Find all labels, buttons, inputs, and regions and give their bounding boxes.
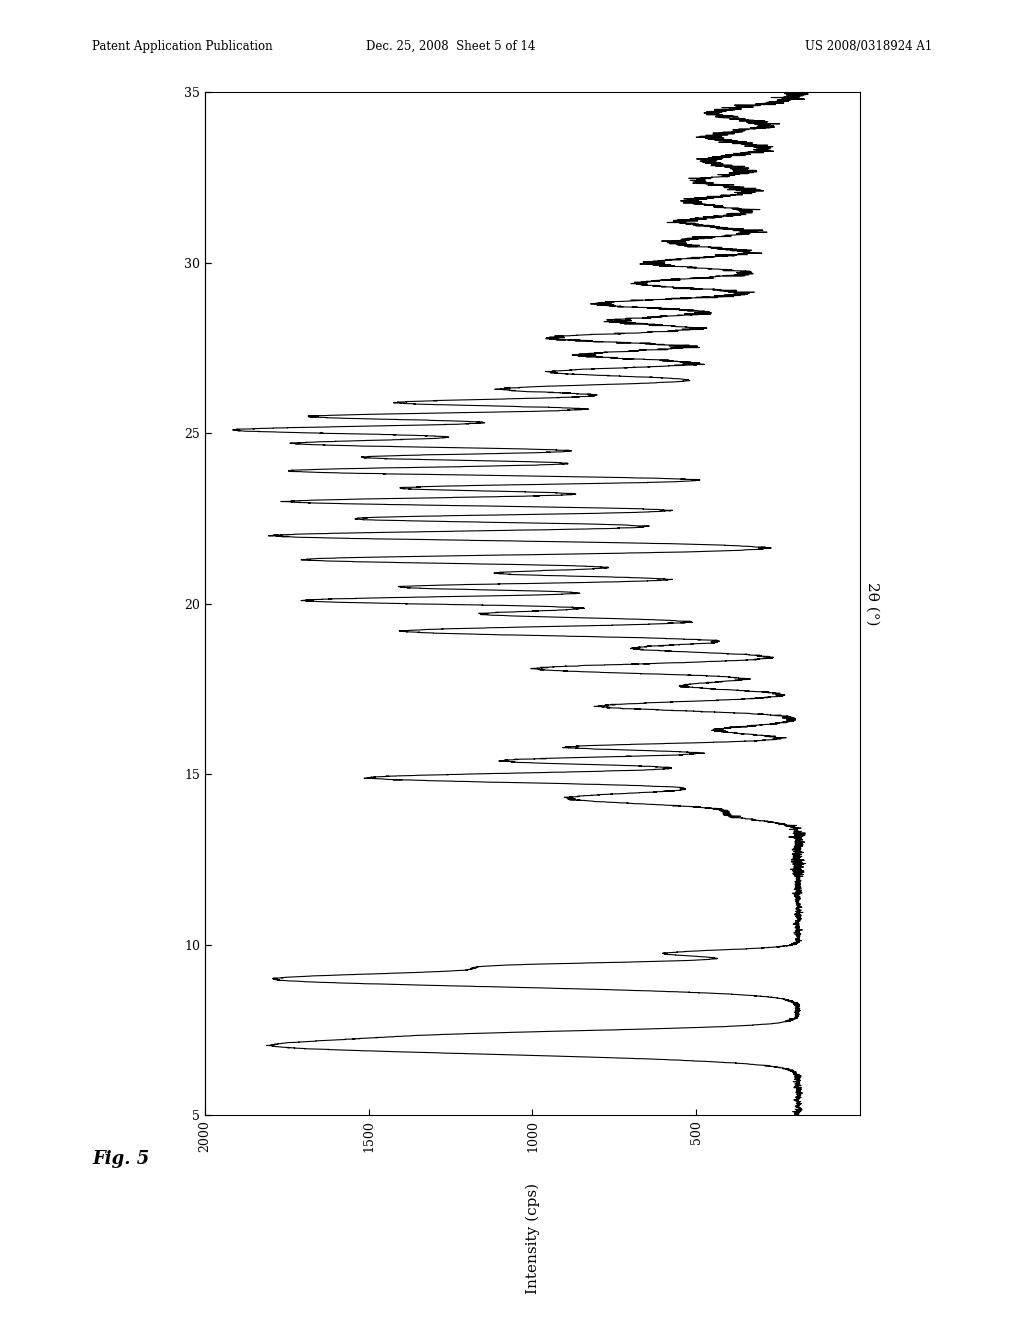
Text: Fig. 5: Fig. 5 — [92, 1150, 150, 1168]
Text: Dec. 25, 2008  Sheet 5 of 14: Dec. 25, 2008 Sheet 5 of 14 — [366, 40, 536, 53]
X-axis label: Intensity (cps): Intensity (cps) — [525, 1183, 540, 1294]
Text: Patent Application Publication: Patent Application Publication — [92, 40, 272, 53]
Y-axis label: 2θ (°): 2θ (°) — [865, 582, 880, 626]
Text: US 2008/0318924 A1: US 2008/0318924 A1 — [805, 40, 932, 53]
